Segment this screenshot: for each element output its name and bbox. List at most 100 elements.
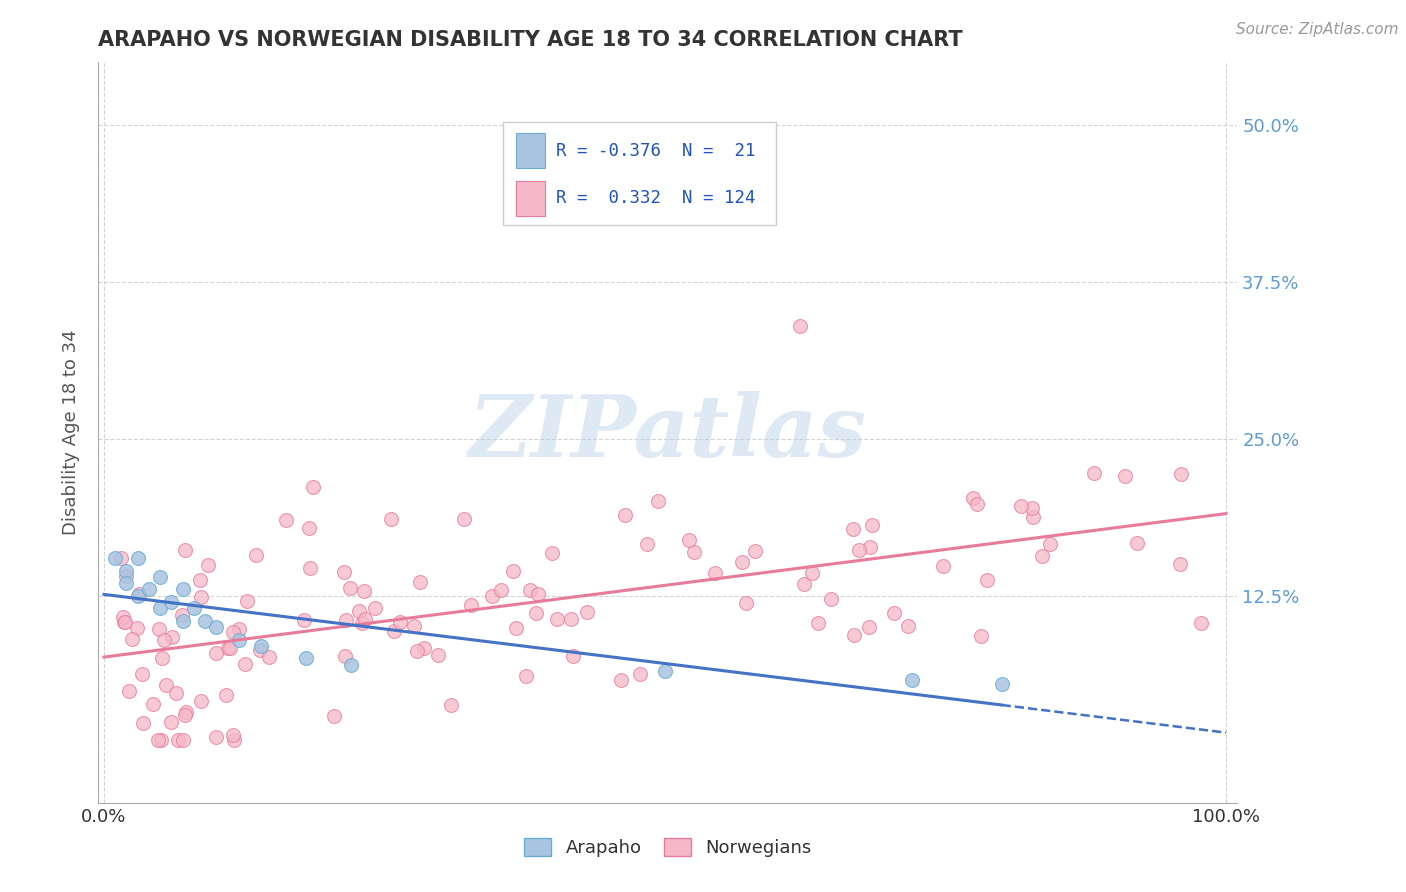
Point xyxy=(527,587,550,601)
Point xyxy=(194,614,217,628)
Point xyxy=(153,633,176,648)
Point xyxy=(127,551,149,566)
Point xyxy=(654,664,676,678)
Point xyxy=(883,607,905,621)
Point xyxy=(127,621,149,635)
Point xyxy=(628,667,651,681)
Point xyxy=(1083,466,1105,480)
FancyBboxPatch shape xyxy=(516,180,546,216)
Text: Source: ZipAtlas.com: Source: ZipAtlas.com xyxy=(1236,22,1399,37)
Point xyxy=(613,508,636,523)
Point xyxy=(292,613,315,627)
Point xyxy=(118,683,141,698)
Y-axis label: Disability Age 18 to 34: Disability Age 18 to 34 xyxy=(62,330,80,535)
Point xyxy=(897,619,920,633)
Point xyxy=(481,589,503,603)
Point xyxy=(114,615,136,629)
Point xyxy=(515,669,537,683)
Point xyxy=(233,657,256,672)
Point xyxy=(167,733,190,747)
Point xyxy=(388,615,411,630)
Point xyxy=(561,648,583,663)
Legend: Arapaho, Norwegians: Arapaho, Norwegians xyxy=(517,830,818,864)
Point xyxy=(250,639,273,653)
Point xyxy=(610,673,633,688)
Point xyxy=(637,537,659,551)
Point xyxy=(683,545,706,559)
Point xyxy=(1189,615,1212,630)
Point xyxy=(302,479,325,493)
Point xyxy=(222,728,245,742)
Point xyxy=(409,574,432,589)
Point xyxy=(460,598,482,612)
Point xyxy=(276,513,298,527)
Text: ZIPatlas: ZIPatlas xyxy=(468,391,868,475)
Point xyxy=(1170,467,1192,481)
Point xyxy=(173,543,195,558)
Point xyxy=(205,620,228,634)
Point xyxy=(149,570,172,584)
Point xyxy=(1114,469,1136,483)
Point xyxy=(541,546,564,560)
Point xyxy=(172,733,194,747)
Point xyxy=(333,565,356,579)
Point xyxy=(404,619,426,633)
Point xyxy=(380,512,402,526)
Point xyxy=(801,566,824,581)
Point xyxy=(848,543,870,558)
Point xyxy=(962,491,984,505)
FancyBboxPatch shape xyxy=(503,121,776,226)
Point xyxy=(222,733,245,747)
Point xyxy=(205,730,228,744)
Point xyxy=(453,512,475,526)
Point xyxy=(228,632,250,647)
Point xyxy=(575,605,598,619)
Point xyxy=(354,612,377,626)
Point xyxy=(188,573,211,587)
Point xyxy=(217,640,239,655)
Point xyxy=(115,576,138,591)
Point xyxy=(405,644,427,658)
Point xyxy=(734,596,756,610)
Point xyxy=(1039,537,1062,551)
Point xyxy=(298,520,321,534)
Point xyxy=(339,581,361,595)
FancyBboxPatch shape xyxy=(516,133,546,169)
Point xyxy=(858,620,880,634)
Point xyxy=(215,688,238,702)
Point xyxy=(176,705,198,719)
Text: ARAPAHO VS NORWEGIAN DISABILITY AGE 18 TO 34 CORRELATION CHART: ARAPAHO VS NORWEGIAN DISABILITY AGE 18 T… xyxy=(98,29,963,50)
Point xyxy=(295,651,318,665)
Point xyxy=(111,610,134,624)
Point xyxy=(104,551,127,566)
Point xyxy=(228,622,250,636)
Point xyxy=(148,733,170,747)
Point xyxy=(159,714,181,729)
Point xyxy=(350,616,373,631)
Point xyxy=(1021,500,1043,515)
Point xyxy=(112,615,135,630)
Point xyxy=(353,584,375,599)
Point xyxy=(249,642,271,657)
Point xyxy=(491,582,513,597)
Point xyxy=(519,583,541,598)
Point xyxy=(218,640,240,655)
Point xyxy=(160,595,183,609)
Point xyxy=(183,601,205,615)
Point xyxy=(841,522,863,536)
Text: R = -0.376  N =  21: R = -0.376 N = 21 xyxy=(557,142,756,160)
Point xyxy=(197,558,219,572)
Point xyxy=(299,561,322,575)
Point xyxy=(323,708,346,723)
Text: R =  0.332  N = 124: R = 0.332 N = 124 xyxy=(557,189,756,207)
Point xyxy=(546,612,568,626)
Point xyxy=(440,698,463,712)
Point xyxy=(340,657,363,672)
Point xyxy=(1022,510,1045,524)
Point xyxy=(150,651,173,665)
Point xyxy=(966,497,988,511)
Point xyxy=(505,621,527,635)
Point xyxy=(820,591,842,606)
Point xyxy=(138,582,160,597)
Point xyxy=(170,607,193,622)
